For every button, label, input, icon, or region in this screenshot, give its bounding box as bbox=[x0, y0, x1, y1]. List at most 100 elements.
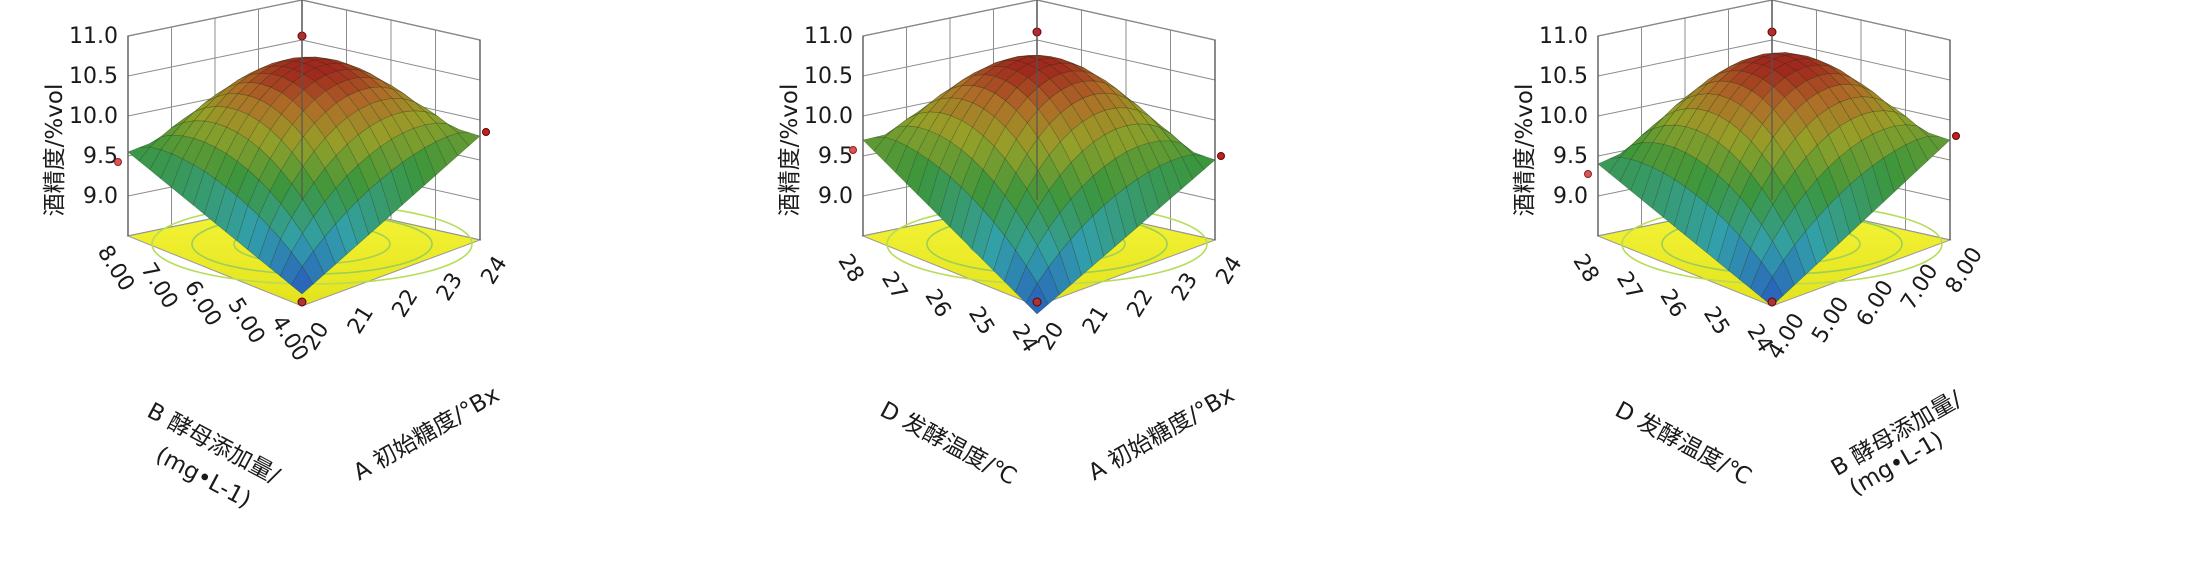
surface-cell bbox=[983, 65, 1007, 77]
y-tick-label: 7.00 bbox=[135, 259, 182, 314]
surface-cell bbox=[1014, 265, 1038, 304]
z-tick-label: 9.5 bbox=[1553, 144, 1588, 169]
surface-cell bbox=[1794, 125, 1818, 158]
surface-cell bbox=[1082, 114, 1105, 143]
surface-cell bbox=[1762, 58, 1786, 71]
surface-cell bbox=[1772, 222, 1795, 261]
surface-cell bbox=[1159, 160, 1182, 200]
surface-cell bbox=[1641, 142, 1665, 168]
surface-cell bbox=[1783, 170, 1807, 208]
y-tick-label: 6.00 bbox=[179, 276, 226, 331]
y-tick-label: 28 bbox=[832, 250, 868, 287]
surface-cell bbox=[270, 92, 294, 115]
surface-cell bbox=[1706, 213, 1730, 263]
surface-cell bbox=[313, 167, 337, 203]
surface-cell bbox=[1828, 73, 1852, 86]
surface-cell bbox=[1761, 203, 1784, 242]
z-tick-label: 11.0 bbox=[804, 24, 853, 49]
surface-cell bbox=[346, 134, 370, 166]
surface-cell bbox=[1104, 107, 1128, 130]
surface-cell bbox=[1048, 252, 1071, 296]
surface-cell bbox=[1828, 101, 1852, 127]
surface-cell bbox=[1783, 206, 1806, 246]
surface-cell bbox=[293, 57, 316, 64]
surface-cell bbox=[1760, 276, 1784, 307]
surface-cell bbox=[1016, 77, 1040, 98]
x-tick-label: 24 bbox=[476, 252, 512, 289]
surface-cell bbox=[1664, 98, 1687, 117]
surface-cell bbox=[1838, 183, 1862, 234]
x-tick-label: 21 bbox=[1078, 302, 1114, 339]
surface-cell bbox=[1016, 63, 1040, 78]
design-point-marker bbox=[1217, 152, 1225, 160]
surface-cell bbox=[1763, 52, 1786, 55]
surface-cell bbox=[1806, 92, 1830, 117]
surface-cell bbox=[1662, 179, 1686, 227]
y-tick-label: 27 bbox=[876, 268, 912, 305]
surface-cell bbox=[1861, 133, 1884, 167]
surface-cell bbox=[1728, 196, 1752, 237]
y-tick-label: 8.00 bbox=[92, 241, 139, 296]
x-tick-label: 7.00 bbox=[1896, 260, 1943, 315]
surface-cell bbox=[171, 135, 195, 160]
surface-cell bbox=[292, 63, 316, 75]
surface-cell bbox=[192, 170, 216, 215]
surface-cell bbox=[993, 194, 1017, 237]
surface-cell bbox=[205, 87, 228, 103]
surface-cell bbox=[260, 60, 283, 69]
z-tick-label: 10.5 bbox=[1539, 64, 1588, 89]
surface-cell bbox=[1036, 266, 1060, 305]
surface-cell bbox=[269, 169, 293, 205]
surface-cell bbox=[1125, 178, 1149, 228]
surface-cell bbox=[182, 164, 205, 206]
y-tick-label: 26 bbox=[919, 285, 955, 322]
surface-cell bbox=[1038, 57, 1063, 66]
design-point-marker bbox=[482, 128, 490, 136]
surface-cell bbox=[971, 135, 995, 171]
y-tick-label: 27 bbox=[1611, 268, 1647, 305]
surface-cell bbox=[347, 77, 371, 92]
surface-cell bbox=[1729, 84, 1753, 106]
y-tick-label: 25 bbox=[963, 303, 999, 340]
surface-cell bbox=[248, 99, 272, 122]
y-tick-label: 25 bbox=[1698, 303, 1734, 340]
x-tick-label: 8.00 bbox=[1941, 243, 1988, 298]
x-tick-label: 23 bbox=[1167, 269, 1203, 306]
z-axis-title: 酒精度/%vol bbox=[1512, 84, 1538, 217]
surface-cell bbox=[1729, 62, 1754, 72]
surface-cell bbox=[258, 226, 281, 268]
surface-cell bbox=[413, 124, 437, 149]
surface-cell bbox=[324, 223, 347, 265]
z-tick-label: 10.0 bbox=[69, 104, 118, 129]
surface-cell bbox=[193, 120, 217, 143]
surface-cell bbox=[258, 190, 282, 228]
x-tick-label: 5.00 bbox=[1807, 293, 1854, 348]
surface-cell bbox=[335, 143, 359, 177]
design-point-marker bbox=[1952, 132, 1960, 140]
surface-cell bbox=[336, 116, 359, 145]
z-tick-label: 10.5 bbox=[804, 64, 853, 89]
surface-cell bbox=[1082, 94, 1106, 116]
surface-cell bbox=[1728, 130, 1752, 163]
surface-cell bbox=[413, 110, 437, 126]
surface-cell bbox=[1037, 227, 1060, 268]
surface-cell bbox=[1059, 198, 1083, 241]
surface-cell bbox=[983, 92, 1007, 118]
design-point-marker bbox=[114, 158, 122, 166]
surface-cell bbox=[1739, 247, 1762, 289]
x-tick-label: 22 bbox=[387, 285, 423, 322]
surface-cell bbox=[1750, 123, 1774, 155]
surface-cell bbox=[236, 205, 260, 251]
surface-cell bbox=[1004, 249, 1027, 293]
surface-cell bbox=[1762, 69, 1786, 88]
surface-cell bbox=[1027, 86, 1051, 110]
surface-cell bbox=[214, 153, 238, 188]
surface-cell bbox=[928, 112, 952, 136]
surface-cell bbox=[993, 126, 1017, 160]
z-tick-label: 9.5 bbox=[818, 144, 853, 169]
surface-cell bbox=[1817, 107, 1840, 136]
surface-cell bbox=[972, 87, 996, 110]
surface-cell bbox=[1017, 55, 1040, 58]
